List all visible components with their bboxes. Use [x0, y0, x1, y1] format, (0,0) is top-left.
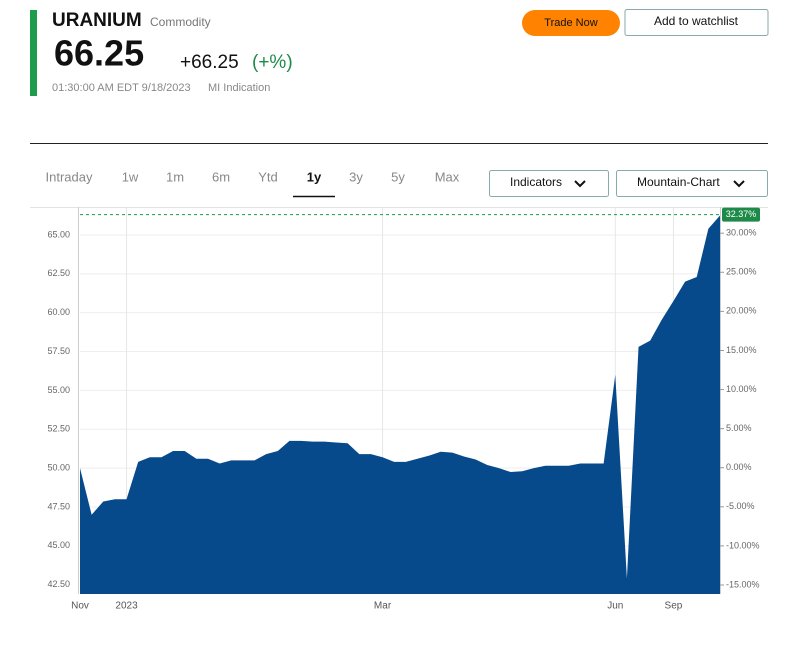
tab[interactable]: 1m: [166, 169, 184, 184]
tab[interactable]: 3y: [349, 169, 363, 184]
trade-button-label: Trade Now: [544, 17, 597, 29]
y-tick-label: 57.50: [47, 346, 70, 356]
y-tick-label: 42.50: [47, 579, 70, 589]
y2-tick-label: 30.00%: [726, 228, 757, 238]
symbol-kind: Commodity: [150, 15, 211, 29]
y-tick-label: 62.50: [47, 268, 70, 278]
x-tick-label: Sep: [665, 601, 683, 612]
y2-tick-label: 10.00%: [726, 384, 757, 394]
x-tick-label: Nov: [71, 601, 89, 612]
y2-tick-label: 25.00%: [726, 267, 757, 277]
watchlist-button-bg: [624, 9, 769, 36]
tab[interactable]: 5y: [391, 169, 405, 184]
y2-tick-label: 0.00%: [726, 462, 752, 472]
trade-button[interactable]: Trade Now: [522, 10, 620, 36]
x-tick-label: Mar: [374, 601, 392, 612]
change: +66.25: [180, 52, 239, 73]
price: 66.25: [54, 33, 144, 74]
area: [80, 215, 720, 594]
dropdown-label: Mountain-Chart: [637, 175, 720, 189]
chevron: [574, 180, 586, 188]
y-tick-label: 65.00: [47, 229, 70, 239]
y-tick-label: 45.00: [47, 540, 70, 550]
tab[interactable]: Max: [435, 169, 460, 184]
y2-tick-label: 5.00%: [726, 423, 752, 433]
watchlist-button[interactable]: Add to watchlist: [624, 9, 769, 36]
tab[interactable]: 1y: [307, 169, 322, 184]
dropdown-bg: [489, 170, 609, 197]
y-tick-label: 55.00: [47, 385, 70, 395]
y-tick-label: 52.50: [47, 424, 70, 434]
y2-tick-label: -5.00%: [726, 501, 755, 511]
tab[interactable]: 1w: [122, 169, 139, 184]
plot: 42.50 45.00 47.50 50.00 52.50 55.00 57.50 60.00…: [47, 207, 760, 612]
change-pct: (+%): [252, 52, 293, 73]
tabs: Intraday 1w 1m 6m Ytd 1y 3y 5y Max: [46, 169, 460, 198]
symbol-name: URANIUM: [52, 10, 142, 31]
last-value-label: 32.37%: [726, 209, 757, 219]
x-tick-label: Jun: [607, 601, 623, 612]
source: MI Indication: [208, 82, 270, 94]
y2-tick-label: -10.00%: [726, 540, 760, 550]
y-tick-label: 60.00: [47, 307, 70, 317]
y2-tick-label: -15.00%: [726, 579, 760, 589]
tab[interactable]: Intraday: [46, 169, 93, 184]
dropdown-bg: [616, 170, 768, 197]
chart-type-dropdown[interactable]: Mountain-Chart: [616, 170, 768, 197]
timestamp: 01:30:00 AM EDT 9/18/2023: [52, 82, 191, 94]
dropdown-label: Indicators: [510, 175, 562, 189]
last-value-badge: [722, 207, 760, 222]
chevron: [733, 180, 745, 188]
trade-button-bg: [522, 10, 620, 36]
indicators-dropdown[interactable]: Indicators: [489, 170, 609, 197]
y-tick-label: 50.00: [47, 462, 70, 472]
y2-tick-label: 20.00%: [726, 306, 757, 316]
y-tick-label: 47.50: [47, 501, 70, 511]
x-tick-label: 2023: [115, 601, 138, 612]
watchlist-button-label: Add to watchlist: [654, 14, 739, 28]
tab[interactable]: Ytd: [258, 169, 278, 184]
accent-bar: [30, 10, 37, 96]
y2-tick-label: 15.00%: [726, 345, 757, 355]
tab[interactable]: 6m: [212, 169, 230, 184]
